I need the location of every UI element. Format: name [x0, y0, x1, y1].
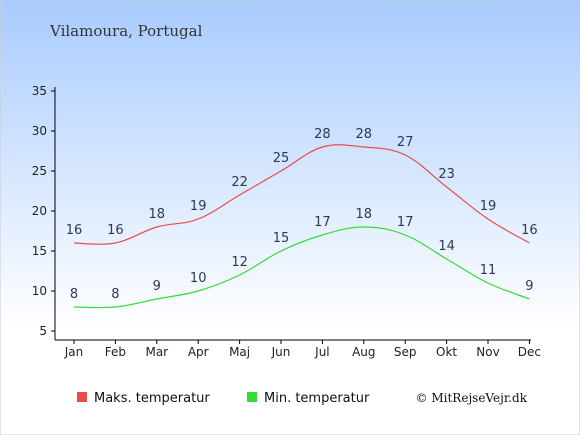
y-tick-label: 20 [32, 204, 47, 218]
data-label-min: 18 [356, 207, 373, 222]
data-label-max: 22 [231, 175, 248, 190]
y-tick-label: 5 [39, 324, 47, 338]
data-label-max: 27 [397, 135, 414, 150]
data-label-max: 28 [356, 127, 373, 142]
data-label-min: 12 [231, 255, 248, 270]
legend-swatch-max [77, 392, 87, 402]
data-label-min: 17 [314, 215, 331, 230]
x-tick-label: Sep [394, 345, 417, 359]
data-label-min: 14 [438, 239, 455, 254]
data-label-min: 17 [397, 215, 414, 230]
data-label-min: 9 [525, 279, 533, 294]
chart-title: Vilamoura, Portugal [49, 22, 203, 40]
x-tick-label: Jun [271, 345, 291, 359]
y-tick-label: 25 [32, 164, 47, 178]
data-labels: 16 16 18 19 22 25 28 28 27 23 19 16 8 8 9 10 12 15 17 18 17 1… [66, 127, 538, 302]
x-tick-label: Maj [229, 345, 250, 359]
series-line-min [73, 226, 530, 309]
data-label-max: 16 [66, 223, 83, 238]
axes: 5 10 15 20 25 30 35 Jan Feb Mar Apr Maj Jun Jul Aug Sep… [32, 84, 541, 359]
x-tick-label: Dec [518, 345, 541, 359]
credit-text: © MitRejseVejr.dk [416, 391, 528, 405]
data-label-min: 11 [480, 263, 497, 278]
legend-label-min: Min. temperatur [264, 391, 370, 406]
x-tick-label: Nov [476, 345, 499, 359]
data-label-max: 23 [438, 167, 455, 182]
x-tick-label: Apr [188, 345, 209, 359]
y-tick-label: 30 [32, 124, 47, 138]
data-label-min: 9 [153, 279, 161, 294]
y-tick-label: 35 [32, 84, 47, 98]
y-tick-label: 10 [32, 284, 47, 298]
data-label-max: 19 [190, 199, 207, 214]
data-label-max: 19 [480, 199, 497, 214]
data-label-max: 25 [273, 151, 290, 166]
data-label-max: 28 [314, 127, 331, 142]
series-line-max [73, 144, 530, 245]
data-label-max: 18 [149, 207, 166, 222]
x-tick-label: Jul [314, 345, 329, 359]
x-tick-label: Aug [352, 345, 375, 359]
legend: Maks. temperatur Min. temperatur [77, 391, 370, 406]
x-tick-label: Feb [105, 345, 126, 359]
legend-swatch-min [247, 392, 257, 402]
legend-label-max: Maks. temperatur [94, 391, 210, 406]
x-tick-label: Jan [64, 345, 84, 359]
data-label-min: 15 [273, 231, 290, 246]
x-tick-label: Okt [436, 345, 457, 359]
data-label-min: 8 [111, 287, 119, 302]
data-label-max: 16 [521, 223, 538, 238]
series-layer [73, 144, 530, 309]
data-label-min: 10 [190, 271, 207, 286]
data-label-min: 8 [70, 287, 78, 302]
y-tick-label: 15 [32, 244, 47, 258]
data-label-max: 16 [107, 223, 124, 238]
x-tick-label: Mar [145, 345, 168, 359]
